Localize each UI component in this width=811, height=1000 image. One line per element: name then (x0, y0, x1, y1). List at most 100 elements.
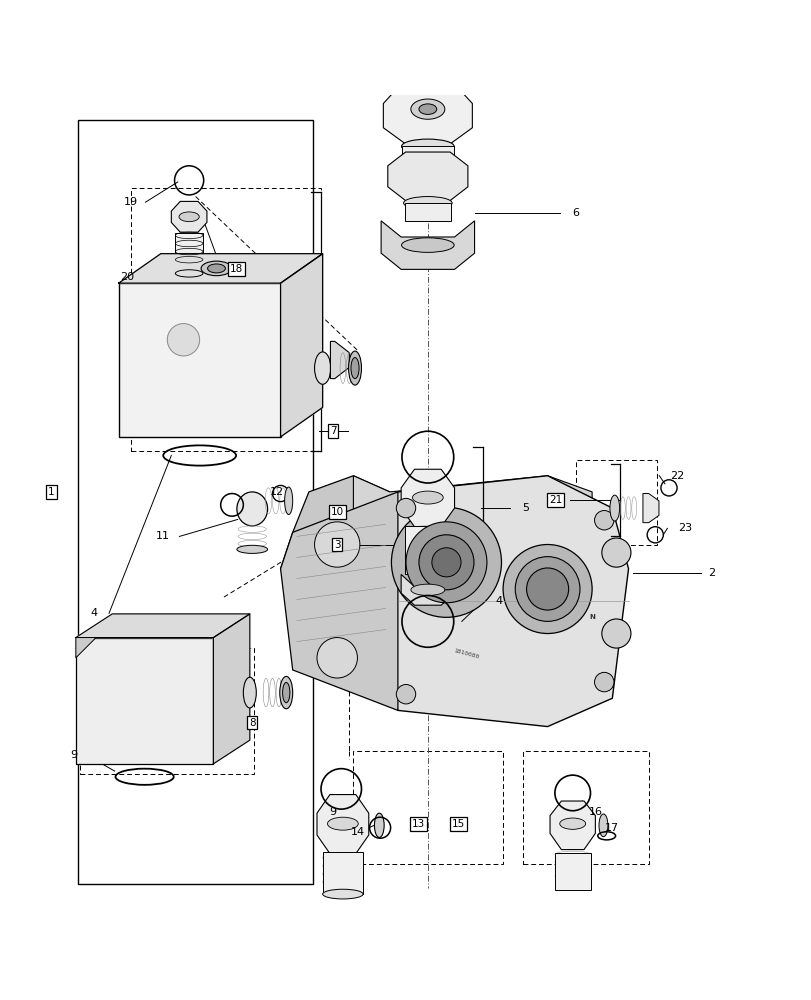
Text: 5: 5 (521, 503, 529, 513)
Circle shape (594, 511, 613, 530)
Text: 20: 20 (119, 272, 134, 282)
Polygon shape (118, 254, 322, 283)
Polygon shape (316, 795, 368, 854)
Text: 6: 6 (572, 208, 579, 218)
Ellipse shape (599, 814, 607, 837)
Circle shape (431, 548, 461, 577)
Text: 9: 9 (71, 750, 78, 760)
Text: 9: 9 (329, 807, 337, 817)
Circle shape (391, 507, 501, 617)
Ellipse shape (322, 889, 363, 899)
Circle shape (601, 538, 630, 567)
Text: 13: 13 (411, 819, 424, 829)
Bar (75, 638, 213, 764)
Polygon shape (383, 79, 472, 144)
Ellipse shape (243, 677, 256, 708)
Text: 4: 4 (91, 608, 98, 618)
Ellipse shape (401, 139, 453, 154)
Ellipse shape (418, 104, 436, 114)
Ellipse shape (237, 492, 268, 526)
Bar (131, 188, 320, 451)
Bar (118, 283, 281, 437)
Text: 8: 8 (249, 718, 255, 728)
Circle shape (526, 568, 568, 610)
Text: 22: 22 (669, 471, 684, 481)
Ellipse shape (327, 817, 358, 830)
Bar (401, 146, 453, 166)
Polygon shape (388, 152, 467, 201)
Circle shape (316, 638, 357, 678)
Text: 21: 21 (548, 495, 562, 505)
Ellipse shape (280, 676, 292, 709)
Bar (523, 751, 648, 864)
Polygon shape (213, 614, 250, 764)
Bar (322, 852, 363, 894)
Text: 17: 17 (604, 823, 619, 833)
Ellipse shape (175, 270, 203, 277)
Bar (554, 853, 590, 890)
Text: 4: 4 (495, 596, 502, 606)
Ellipse shape (201, 261, 232, 276)
Ellipse shape (401, 238, 453, 252)
Text: 23: 23 (677, 523, 692, 533)
Bar (405, 203, 450, 221)
Polygon shape (549, 801, 594, 850)
Ellipse shape (350, 358, 358, 379)
Ellipse shape (410, 584, 444, 595)
Circle shape (594, 672, 613, 692)
Text: 18: 18 (230, 264, 242, 274)
Polygon shape (401, 469, 454, 527)
Bar (78, 120, 312, 884)
Text: 14: 14 (350, 827, 364, 837)
Polygon shape (380, 221, 474, 269)
Text: 1810080: 1810080 (453, 648, 479, 660)
Circle shape (314, 522, 359, 567)
Circle shape (418, 535, 474, 590)
Polygon shape (330, 341, 349, 379)
Text: 10: 10 (330, 507, 343, 517)
Circle shape (396, 498, 415, 518)
Bar (353, 751, 503, 864)
Text: 1: 1 (48, 487, 55, 497)
Ellipse shape (559, 818, 585, 829)
Polygon shape (171, 201, 207, 232)
Polygon shape (401, 574, 454, 605)
Text: 15: 15 (452, 819, 465, 829)
Polygon shape (281, 476, 397, 625)
Ellipse shape (412, 491, 443, 504)
Ellipse shape (208, 264, 225, 273)
Ellipse shape (178, 212, 199, 222)
Ellipse shape (374, 813, 384, 837)
Text: 16: 16 (589, 807, 603, 817)
Circle shape (503, 545, 591, 634)
Bar (405, 526, 450, 574)
Circle shape (396, 685, 415, 704)
Polygon shape (75, 638, 96, 658)
Ellipse shape (285, 487, 292, 515)
Polygon shape (75, 614, 250, 638)
Circle shape (601, 619, 630, 648)
Polygon shape (281, 492, 397, 710)
Bar (575, 460, 656, 545)
Ellipse shape (403, 197, 452, 209)
Text: 7: 7 (329, 426, 336, 436)
Ellipse shape (609, 495, 619, 521)
Bar (79, 648, 254, 774)
Ellipse shape (282, 682, 290, 703)
Text: 19: 19 (123, 197, 138, 207)
Polygon shape (377, 476, 628, 727)
Ellipse shape (314, 352, 330, 384)
Text: 3: 3 (333, 540, 340, 550)
Ellipse shape (348, 351, 361, 385)
Text: 11: 11 (156, 531, 170, 541)
Text: 12: 12 (269, 487, 283, 497)
Circle shape (406, 522, 487, 603)
Text: 2: 2 (707, 568, 714, 578)
Circle shape (167, 324, 200, 356)
Text: N: N (589, 614, 594, 620)
Bar (175, 233, 203, 273)
Polygon shape (353, 476, 591, 549)
Ellipse shape (237, 545, 268, 553)
Polygon shape (281, 254, 322, 437)
Polygon shape (642, 494, 659, 523)
